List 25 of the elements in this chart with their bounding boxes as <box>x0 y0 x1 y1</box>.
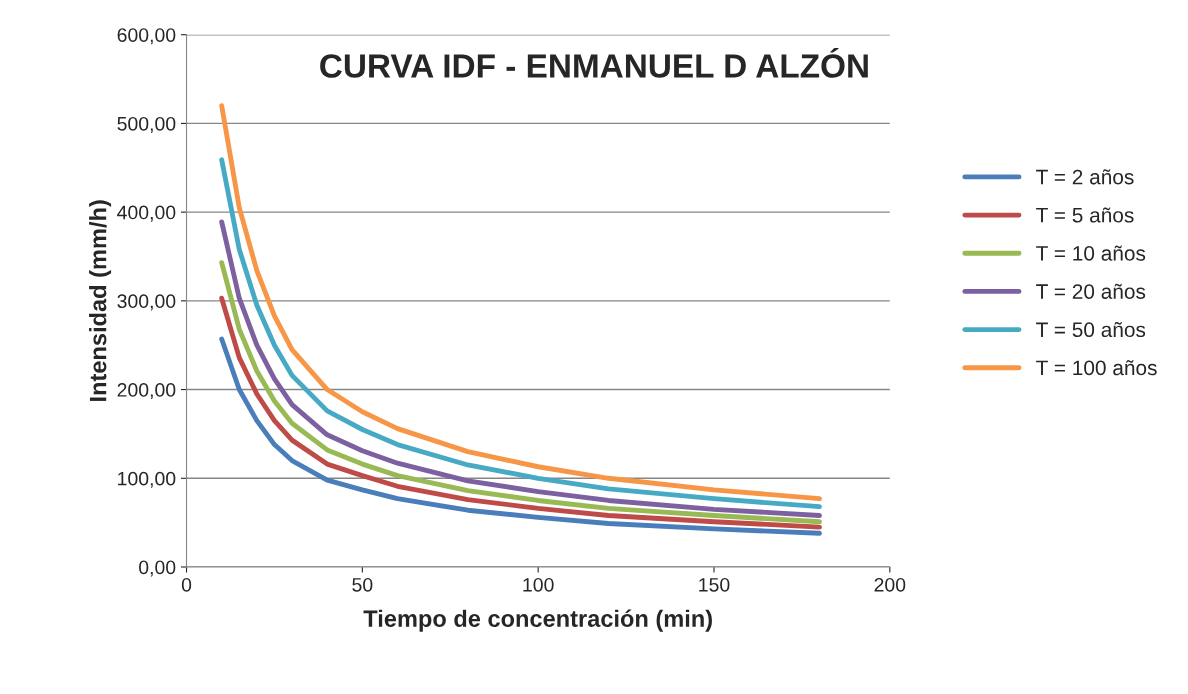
y-tick-label: 300,00 <box>117 294 176 311</box>
y-tick-label: 600,00 <box>117 28 176 45</box>
legend-label: T = 20 años <box>1036 283 1146 299</box>
line-series <box>219 103 822 502</box>
legend-label: T = 5 años <box>1036 207 1134 223</box>
x-tick-label: 0 <box>181 577 192 592</box>
legend-label: T = 2 años <box>1036 169 1134 185</box>
y-tick-label: 100,00 <box>118 471 176 488</box>
line-series <box>219 157 822 510</box>
y-tick-label: 0,00 <box>139 560 176 577</box>
line-series <box>219 219 822 518</box>
y-tick-label: 400,00 <box>117 205 176 222</box>
legend-label: T = 50 años <box>1036 321 1146 338</box>
x-axis-title: Tiempo de concentración (min) <box>363 609 712 632</box>
line-series <box>219 336 822 536</box>
x-tick-label: 50 <box>352 577 373 592</box>
legend-label: T = 100 años <box>1036 360 1157 376</box>
y-axis-title: Intensidad (mm/h) <box>89 200 112 401</box>
chart-title: CURVA IDF - ENMANUEL D ALZÓN <box>320 47 868 78</box>
x-tick-label: 200 <box>874 577 906 592</box>
y-tick-label: 200,00 <box>117 383 176 400</box>
x-tick-label: 150 <box>699 577 730 592</box>
x-tick-label: 100 <box>523 577 554 592</box>
legend-label: T = 10 años <box>1036 245 1146 261</box>
y-tick-label: 500,00 <box>117 116 176 133</box>
